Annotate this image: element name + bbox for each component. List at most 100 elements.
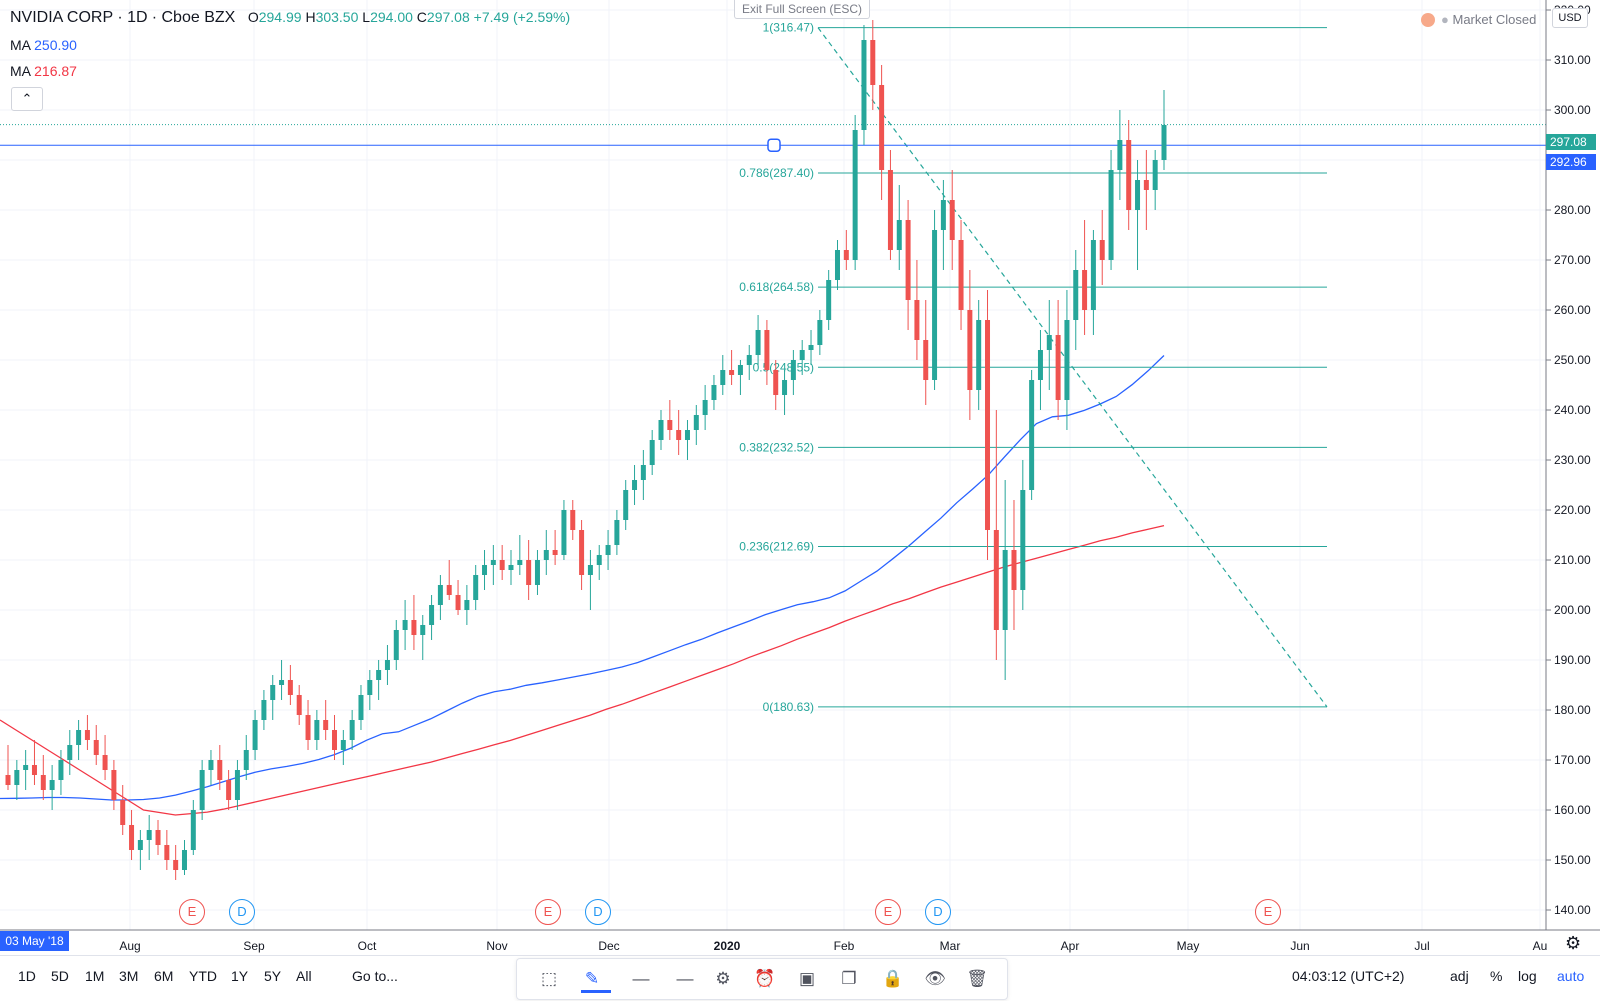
candle-body [808,345,814,350]
ma-slow-label: MA [10,63,31,79]
fib-level-label: 1(316.47) [763,21,814,35]
chart-settings-gear-icon[interactable]: ⚙ [1565,933,1582,953]
candle-body [693,415,699,430]
clone-icon[interactable]: ❐ [841,969,857,988]
candle-body [579,530,585,575]
candle-body [367,680,373,695]
candle-body [914,300,920,340]
y-tick-label: 140.00 [1554,903,1591,917]
market-status[interactable]: ● Market Closed [1421,12,1536,27]
line-width-icon[interactable]: ― [676,969,694,988]
go-to-date-button[interactable]: Go to... [352,968,398,984]
y-tick-label: 280.00 [1554,203,1591,217]
earnings-marker[interactable]: E [535,899,561,925]
candle-body [932,230,938,380]
candle-body [296,695,302,715]
select-rectangle-icon[interactable]: ⬚ [540,969,558,988]
symbol-name[interactable]: NVIDIA CORP [10,9,114,26]
earnings-marker[interactable]: E [179,899,205,925]
trash-icon[interactable]: 🗑 [966,969,988,988]
candle-body [605,545,611,555]
x-tick-label: Jun [1290,939,1309,953]
candle-body [843,250,849,260]
range-ytd-button[interactable]: YTD [189,968,217,984]
fill-icon[interactable]: ▣ [798,969,816,988]
candle-body [420,625,426,635]
lock-icon[interactable]: 🔒 [882,969,904,988]
y-tick-label: 190.00 [1554,653,1591,667]
ma-slow-legend[interactable]: MA 216.87 [10,63,77,79]
eye-icon[interactable]: 👁 [924,969,946,988]
y-tick-label: 150.00 [1554,853,1591,867]
candle-body [543,550,549,560]
candle-body [31,765,37,775]
candle-body [967,310,973,390]
timezone-clock[interactable]: 04:03:12 (UTC+2) [1292,968,1405,984]
range-all-button[interactable]: All [296,968,312,984]
time-axis-date-badge: 03 May '18 [0,931,69,951]
gear-icon[interactable]: ⚙ [715,969,731,988]
dividend-marker[interactable]: D [229,899,255,925]
legend-collapse-button[interactable]: ⌃ [11,87,43,111]
candle-body [587,565,593,575]
candle-body [429,605,435,625]
candle-body [14,770,20,785]
candle-body [314,720,320,740]
ma-fast-legend[interactable]: MA 250.90 [10,37,77,53]
candle-body [658,420,664,440]
exit-fullscreen-button[interactable]: Exit Full Screen (ESC) [734,0,871,19]
x-tick-label: Nov [486,939,507,953]
percent-scale-toggle[interactable]: % [1490,968,1503,984]
candle-body [799,350,805,360]
candle-body [146,830,152,840]
price-chart[interactable]: 1(316.47) 0.786(287.40) 0.618(264.58) 0.5(2… [0,0,1600,955]
ohlc-values: O294.99 H303.50 L294.00 C297.08 +7.49 (+… [248,9,570,25]
range-1m-button[interactable]: 1M [85,968,105,984]
range-6m-button[interactable]: 6M [154,968,174,984]
ma-fast-label: MA [10,37,31,53]
earnings-marker[interactable]: E [1255,899,1281,925]
interval-label[interactable]: 1D [127,9,148,26]
symbol-legend: NVIDIA CORP · 1D · Cboe BZX O294.99 H303… [10,9,571,26]
candle-body [570,510,576,530]
candle-body [623,490,629,520]
line-style-icon[interactable]: ― [632,969,650,988]
alert-icon[interactable]: ⏰ [754,969,776,988]
candle-body [102,755,108,770]
earnings-marker[interactable]: E [875,899,901,925]
log-scale-toggle[interactable]: log [1518,968,1537,984]
market-status-label: Market Closed [1452,12,1537,27]
exchange-label: Cboe BZX [161,9,236,26]
high-label: H [305,9,316,25]
chart-grid [0,0,1546,930]
candle-body [905,220,911,300]
low-value: 294.00 [370,9,413,25]
range-1y-button[interactable]: 1Y [231,968,249,984]
x-tick-label: Au [1533,939,1548,953]
adjust-toggle[interactable]: adj [1450,968,1469,984]
candle-body [817,320,823,345]
auto-scale-toggle[interactable]: auto [1557,968,1585,984]
x-tick-label: Feb [834,939,855,953]
candle-body [5,775,11,785]
dividend-marker[interactable]: D [585,899,611,925]
range-5d-button[interactable]: 5D [51,968,69,984]
candle-body [614,520,620,545]
range-1d-button[interactable]: 1D [18,968,36,984]
y-tick-label: 230.00 [1554,453,1591,467]
range-5y-button[interactable]: 5Y [264,968,282,984]
currency-button[interactable]: USD [1552,8,1588,28]
candle-body [949,200,955,240]
bottom-toolbar: 1D 5D 1M 3M 6M YTD 1Y 5Y All Go to... ⬚ … [0,955,1600,1001]
candle-body [887,170,893,250]
y-tick-label: 250.00 [1554,353,1591,367]
candle-body [164,845,170,860]
candle-body [455,595,461,610]
brush-icon[interactable]: ✎ [584,969,600,988]
dividend-marker[interactable]: D [925,899,951,925]
candle-body [332,730,338,750]
y-tick-label: 220.00 [1554,503,1591,517]
candle-body [323,720,329,730]
candle-body [23,765,29,770]
range-3m-button[interactable]: 3M [119,968,139,984]
